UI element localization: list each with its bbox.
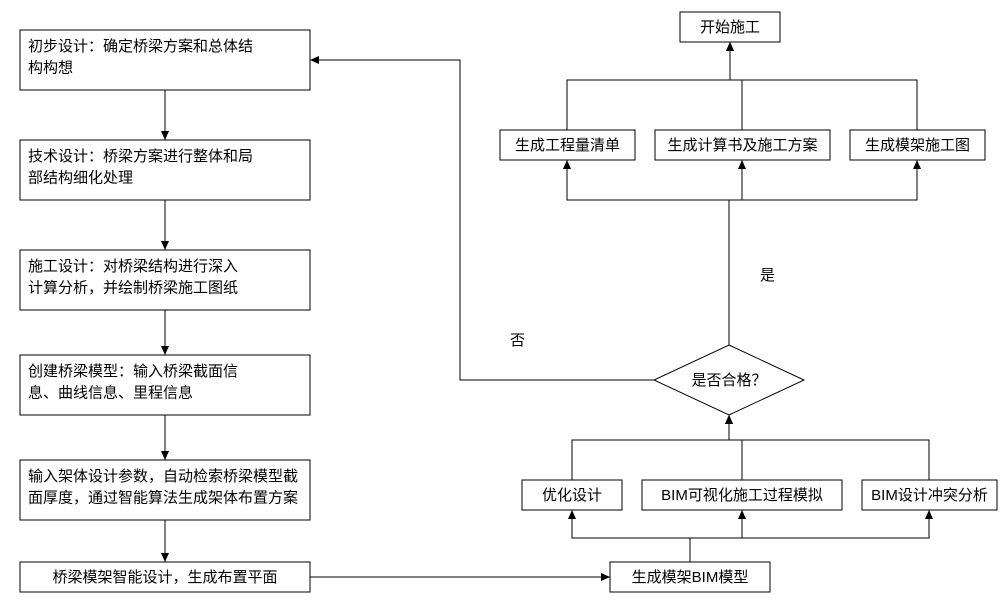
node-n7-line0: 生成模架BIM模型	[632, 569, 749, 586]
node-n10: BIM设计冲突分析	[862, 480, 997, 510]
node-n5-line1: 面厚度，通过智能算法生成架体布置方案	[28, 489, 298, 507]
node-n2-line0: 技术设计：桥梁方案进行整体和局	[28, 147, 253, 165]
node-n9-line0: BIM可视化施工过程模拟	[661, 487, 823, 504]
edge-7	[690, 510, 742, 562]
edge-5-arrow	[601, 573, 610, 581]
edge-15-arrow	[913, 160, 921, 169]
node-n5: 输入架体设计参数，自动检索桥梁模型截面厚度，通过智能算法生成架体布置方案	[20, 460, 310, 520]
edge-9	[572, 415, 729, 480]
node-n9: BIM可视化施工过程模拟	[642, 480, 842, 510]
edge-18	[730, 42, 917, 130]
edge-2-arrow	[161, 346, 169, 355]
node-n4-line0: 创建桥梁模型：输入桥梁截面信	[28, 363, 238, 380]
edge-12-label: 否	[510, 332, 525, 349]
edge-13-label: 是	[760, 267, 775, 284]
flowchart-canvas: 否是初步设计：确定桥梁方案和总体结构构想技术设计：桥梁方案进行整体和局部结构细化…	[0, 0, 1000, 608]
node-n1-line0: 初步设计：确定桥梁方案和总体结	[28, 37, 253, 55]
node-n14: 开始施工	[680, 12, 780, 42]
edge-14-arrow	[738, 160, 746, 169]
edge-6-arrow	[568, 510, 576, 519]
edge-17	[730, 42, 742, 130]
node-n6: 桥梁模架智能设计，生成布置平面	[20, 562, 310, 592]
node-n1-line1: 构构想	[28, 60, 73, 77]
node-n8-line0: 优化设计	[542, 487, 602, 504]
edge-8-arrow	[925, 510, 933, 519]
node-n4: 创建桥梁模型：输入桥梁截面信息、曲线信息、里程信息	[20, 355, 310, 415]
node-n7: 生成模架BIM模型	[610, 562, 770, 592]
node-n2-line1: 部结构细化处理	[28, 170, 133, 187]
edge-16	[567, 42, 730, 130]
node-n11-line0: 生成工程量清单	[515, 137, 620, 154]
node-n2: 技术设计：桥梁方案进行整体和局部结构细化处理	[20, 140, 310, 200]
edge-11	[729, 415, 929, 480]
node-n8: 优化设计	[522, 480, 622, 510]
node-n4-line1: 息、曲线信息、里程信息	[28, 385, 193, 402]
node-n14-line0: 开始施工	[700, 19, 760, 36]
node-nq: 是否合格？	[654, 345, 804, 415]
node-n12-line0: 生成计算书及施工方案	[667, 136, 817, 154]
edge-12	[310, 60, 654, 380]
edge-10	[729, 415, 742, 480]
edge-1-arrow	[161, 241, 169, 250]
edge-13-arrow	[563, 160, 571, 169]
node-n3: 施工设计：对桥梁结构进行深入计算分析，并绘制桥梁施工图纸	[20, 250, 310, 310]
node-n1: 初步设计：确定桥梁方案和总体结构构想	[20, 30, 310, 90]
edge-7-arrow	[738, 510, 746, 519]
edge-0-arrow	[161, 131, 169, 140]
node-n5-line0: 输入架体设计参数，自动检索桥梁模型截	[28, 468, 298, 485]
node-n3-line0: 施工设计：对桥梁结构进行深入	[28, 258, 238, 275]
node-n10-line0: BIM设计冲突分析	[871, 487, 988, 504]
node-nq-line0: 是否合格？	[691, 372, 766, 389]
edge-8	[690, 510, 929, 562]
edge-13	[567, 160, 729, 345]
edge-6	[572, 510, 690, 562]
edge-3-arrow	[161, 451, 169, 460]
edge-18-arrow	[726, 42, 734, 51]
edge-15	[729, 160, 917, 200]
node-n13: 生成模架施工图	[850, 130, 985, 160]
edge-12-arrow	[310, 56, 319, 64]
edge-4-arrow	[161, 553, 169, 562]
node-n11: 生成工程量清单	[500, 130, 635, 160]
node-n13-line0: 生成模架施工图	[865, 137, 970, 154]
node-n12: 生成计算书及施工方案	[655, 130, 830, 160]
edge-11-arrow	[725, 415, 733, 424]
node-n6-line0: 桥梁模架智能设计，生成布置平面	[52, 568, 277, 586]
node-n3-line1: 计算分析，并绘制桥梁施工图纸	[28, 279, 238, 297]
